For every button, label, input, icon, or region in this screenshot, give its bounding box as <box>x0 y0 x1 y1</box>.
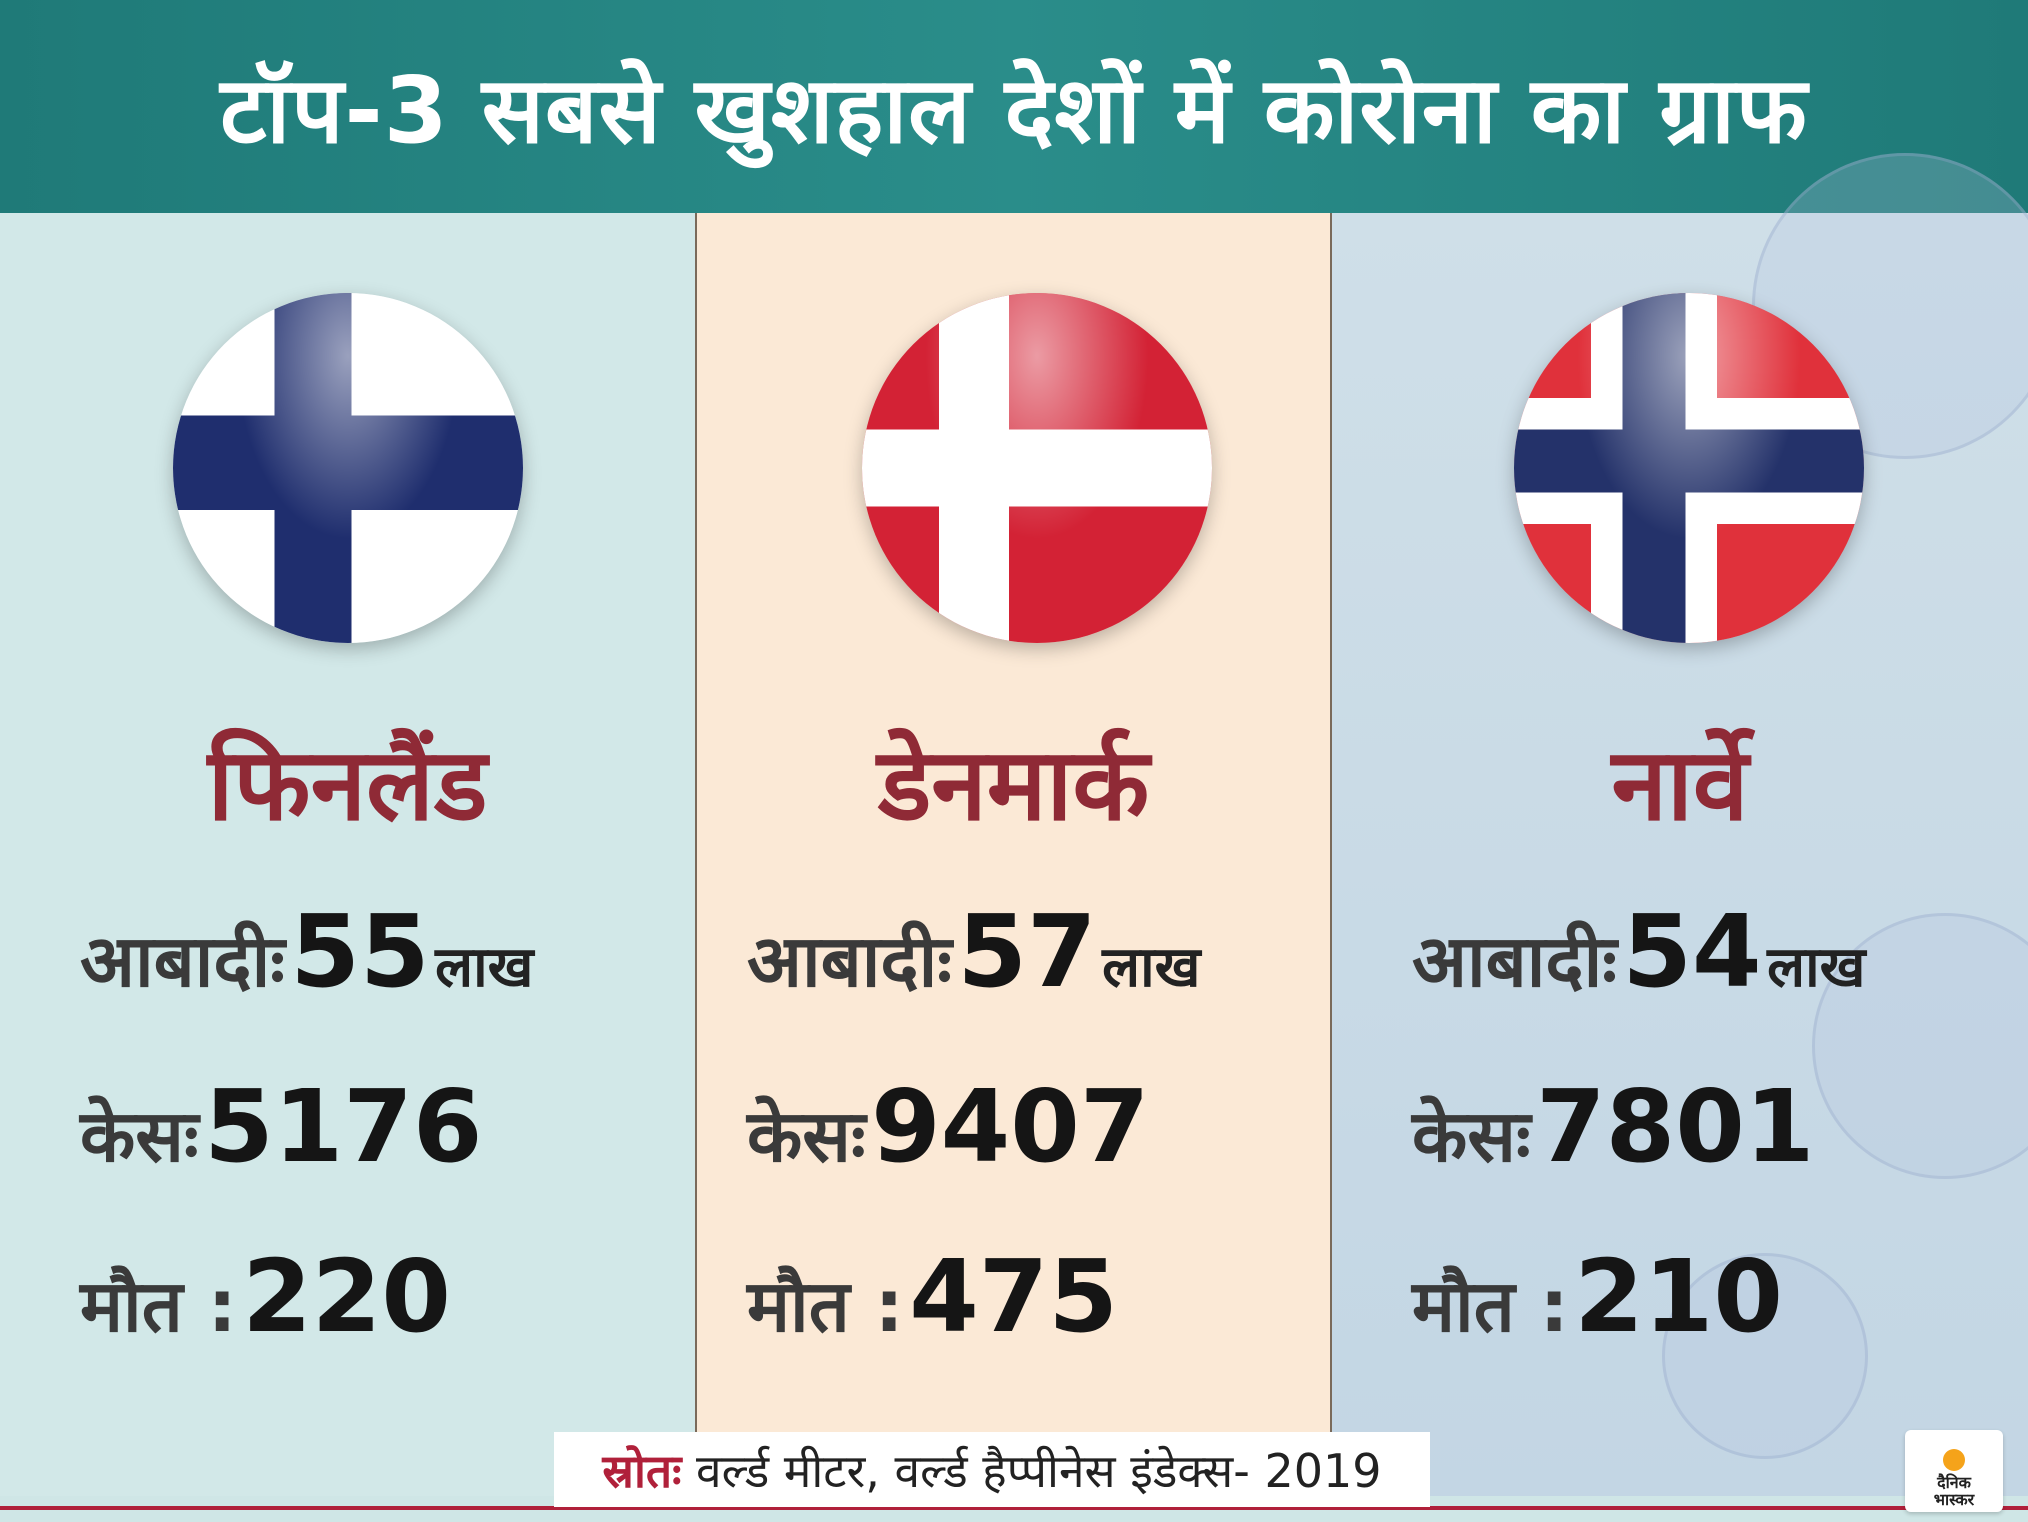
virus-bubble-decoration <box>1662 1253 1868 1459</box>
population-value: 57 <box>957 893 1097 1010</box>
country-panel-denmark: डेनमार्क आबादीः 57 लाख केसः 9407 मौत : 4… <box>695 213 1332 1496</box>
cases-label: केसः <box>80 1094 199 1178</box>
denmark-flag-icon <box>862 293 1212 643</box>
country-name: फिनलैंड <box>207 726 488 843</box>
cases-stat: केसः 7801 <box>1412 1068 1814 1185</box>
deaths-value: 220 <box>242 1238 451 1355</box>
country-name: नार्वे <box>1611 726 1749 843</box>
population-stat: आबादीः 54 लाख <box>1412 893 1865 1010</box>
finland-flag-icon <box>173 293 523 643</box>
population-stat: आबादीः 55 लाख <box>80 893 533 1010</box>
population-label: आबादीः <box>1412 919 1617 1003</box>
population-unit: लाख <box>1102 935 1201 1000</box>
virus-bubble-decoration <box>1812 913 2028 1179</box>
footer-accent-line <box>0 1506 2028 1510</box>
page-title: टॉप-3 सबसे खुशहाल देशों में कोरोना का ग्… <box>220 57 1808 164</box>
population-unit: लाख <box>1767 935 1866 1000</box>
header-banner: टॉप-3 सबसे खुशहाल देशों में कोरोना का ग्… <box>0 0 2028 213</box>
cases-label: केसः <box>1412 1094 1531 1178</box>
logo-line2: भास्कर <box>1933 1490 1975 1509</box>
dainik-bhaskar-logo: दैनिक भास्कर <box>1905 1430 2003 1512</box>
deaths-stat: मौत : 475 <box>747 1238 1118 1355</box>
source-label: स्रोतः <box>602 1443 682 1498</box>
deaths-stat: मौत : 210 <box>1412 1238 1783 1355</box>
country-panel-norway: नार्वे आबादीः 54 लाख केसः 7801 मौत : 210 <box>1332 153 2028 1496</box>
cases-value: 7801 <box>1536 1068 1815 1185</box>
deaths-label: मौत : <box>1412 1264 1569 1348</box>
country-name: डेनमार्क <box>877 726 1150 843</box>
population-label: आबादीः <box>747 919 952 1003</box>
population-stat: आबादीः 57 लाख <box>747 893 1200 1010</box>
source-caption: स्रोतः वर्ल्ड मीटर, वर्ल्ड हैप्पीनेस इंड… <box>554 1432 1430 1507</box>
cases-stat: केसः 9407 <box>747 1068 1149 1185</box>
sun-icon <box>1943 1449 1965 1471</box>
deaths-value: 210 <box>1574 1238 1783 1355</box>
source-text: वर्ल्ड मीटर, वर्ल्ड हैप्पीनेस इंडेक्स- 2… <box>681 1443 1382 1498</box>
deaths-stat: मौत : 220 <box>80 1238 451 1355</box>
population-value: 54 <box>1622 893 1762 1010</box>
norway-flag-icon <box>1514 293 1864 643</box>
deaths-label: मौत : <box>80 1264 237 1348</box>
cases-value: 5176 <box>204 1068 483 1185</box>
deaths-label: मौत : <box>747 1264 904 1348</box>
logo-line1: दैनिक <box>1937 1473 1971 1492</box>
cases-value: 9407 <box>871 1068 1150 1185</box>
population-value: 55 <box>290 893 430 1010</box>
country-panel-finland: फिनलैंड आबादीः 55 लाख केसः 5176 मौत : 22… <box>0 213 695 1496</box>
deaths-value: 475 <box>909 1238 1118 1355</box>
cases-stat: केसः 5176 <box>80 1068 482 1185</box>
population-label: आबादीः <box>80 919 285 1003</box>
cases-label: केसः <box>747 1094 866 1178</box>
population-unit: लाख <box>435 935 534 1000</box>
